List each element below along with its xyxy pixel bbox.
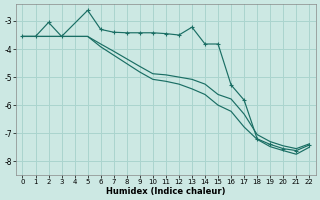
X-axis label: Humidex (Indice chaleur): Humidex (Indice chaleur) [106,187,226,196]
